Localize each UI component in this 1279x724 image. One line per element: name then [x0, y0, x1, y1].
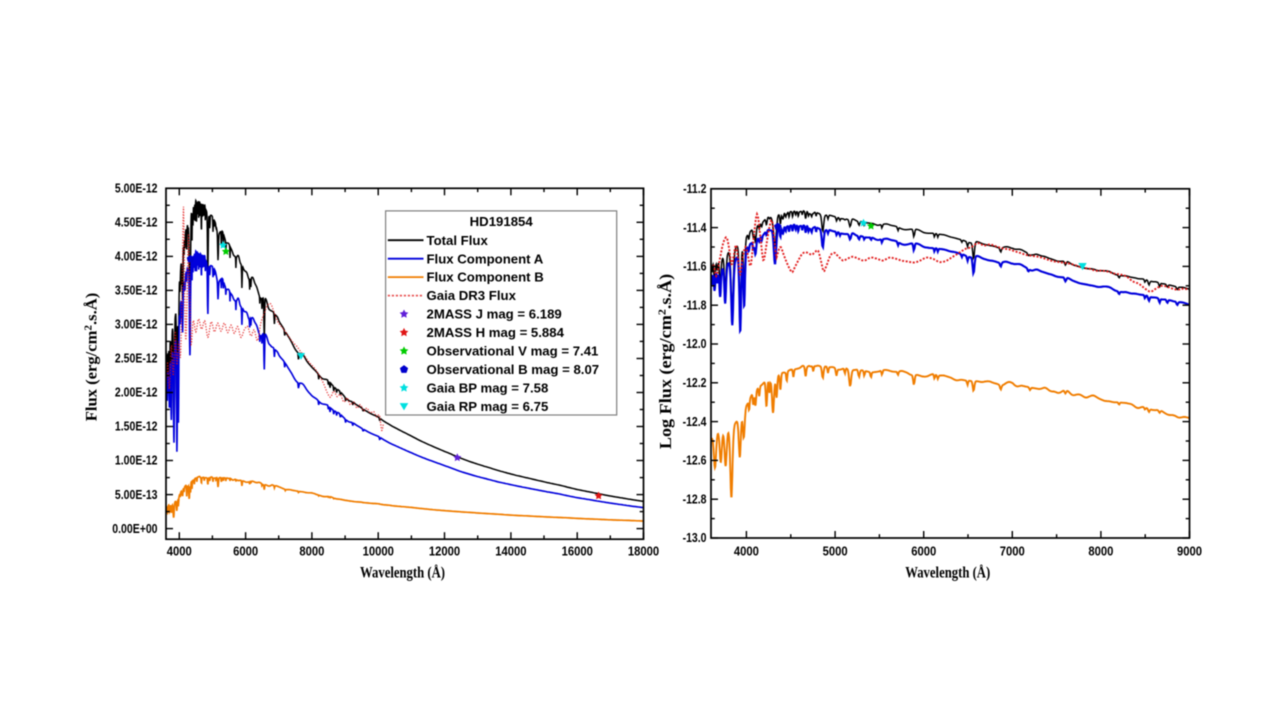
svg-text:10000: 10000 [363, 544, 395, 559]
svg-text:6000: 6000 [911, 544, 936, 559]
svg-text:-12.4: -12.4 [683, 416, 707, 429]
svg-text:2MASS H mag = 5.884: 2MASS H mag = 5.884 [427, 325, 565, 340]
svg-text:-12.0: -12.0 [683, 338, 707, 351]
svg-text:8000: 8000 [1088, 544, 1113, 559]
svg-text:3.50E-12: 3.50E-12 [115, 285, 158, 298]
svg-text:5.00E-13: 5.00E-13 [115, 489, 158, 502]
svg-text:4.50E-12: 4.50E-12 [115, 217, 158, 230]
svg-text:1.50E-12: 1.50E-12 [115, 421, 158, 434]
svg-text:3.00E-12: 3.00E-12 [115, 319, 158, 332]
svg-text:5000: 5000 [823, 544, 848, 559]
svg-text:Gaia RP mag = 6.75: Gaia RP mag = 6.75 [427, 399, 549, 414]
svg-text:-11.2: -11.2 [683, 183, 706, 196]
svg-text:Flux Component B: Flux Component B [427, 270, 544, 285]
svg-text:Gaia BP mag = 7.58: Gaia BP mag = 7.58 [427, 381, 549, 396]
svg-text:Gaia DR3 Flux: Gaia DR3 Flux [427, 288, 517, 303]
svg-text:4000: 4000 [167, 544, 192, 559]
svg-text:-12.6: -12.6 [683, 455, 707, 468]
svg-text:HD191854: HD191854 [470, 214, 534, 229]
svg-text:-11.6: -11.6 [683, 261, 706, 274]
svg-text:1.00E-12: 1.00E-12 [115, 455, 158, 468]
svg-text:Observational V mag = 7.41: Observational V mag = 7.41 [427, 344, 599, 359]
svg-text:18000: 18000 [628, 544, 660, 559]
svg-text:2MASS J mag = 6.189: 2MASS J mag = 6.189 [427, 307, 562, 322]
svg-text:8000: 8000 [299, 544, 324, 559]
svg-text:7000: 7000 [1000, 544, 1025, 559]
svg-text:9000: 9000 [1177, 544, 1202, 559]
svg-text:Wavelength (Å): Wavelength (Å) [905, 564, 990, 581]
svg-text:14000: 14000 [495, 544, 527, 559]
svg-text:-11.4: -11.4 [683, 222, 707, 235]
svg-text:4000: 4000 [734, 544, 759, 559]
svg-text:4.00E-12: 4.00E-12 [115, 251, 158, 264]
svg-text:2.00E-12: 2.00E-12 [115, 387, 158, 400]
svg-text:-12.2: -12.2 [683, 377, 707, 390]
svg-text:16000: 16000 [562, 544, 594, 559]
svg-text:6000: 6000 [233, 544, 258, 559]
svg-text:Flux Component A: Flux Component A [427, 251, 544, 266]
svg-text:0.00E+00: 0.00E+00 [112, 523, 157, 536]
svg-text:Log Flux (erg/cm2.s.Å): Log Flux (erg/cm2.s.Å) [656, 274, 675, 450]
svg-text:-12.8: -12.8 [683, 494, 707, 507]
svg-text:-11.8: -11.8 [683, 300, 707, 313]
svg-text:2.50E-12: 2.50E-12 [115, 353, 158, 366]
svg-text:-13.0: -13.0 [683, 532, 707, 545]
svg-text:5.00E-12: 5.00E-12 [115, 183, 158, 196]
svg-text:12000: 12000 [429, 544, 461, 559]
svg-text:Flux (erg/cm2.s.Å): Flux (erg/cm2.s.Å) [83, 293, 101, 422]
svg-text:Total Flux: Total Flux [427, 233, 489, 248]
svg-text:Wavelength (Å): Wavelength (Å) [360, 564, 445, 581]
svg-text:Observational B mag = 8.07: Observational B mag = 8.07 [427, 362, 600, 377]
